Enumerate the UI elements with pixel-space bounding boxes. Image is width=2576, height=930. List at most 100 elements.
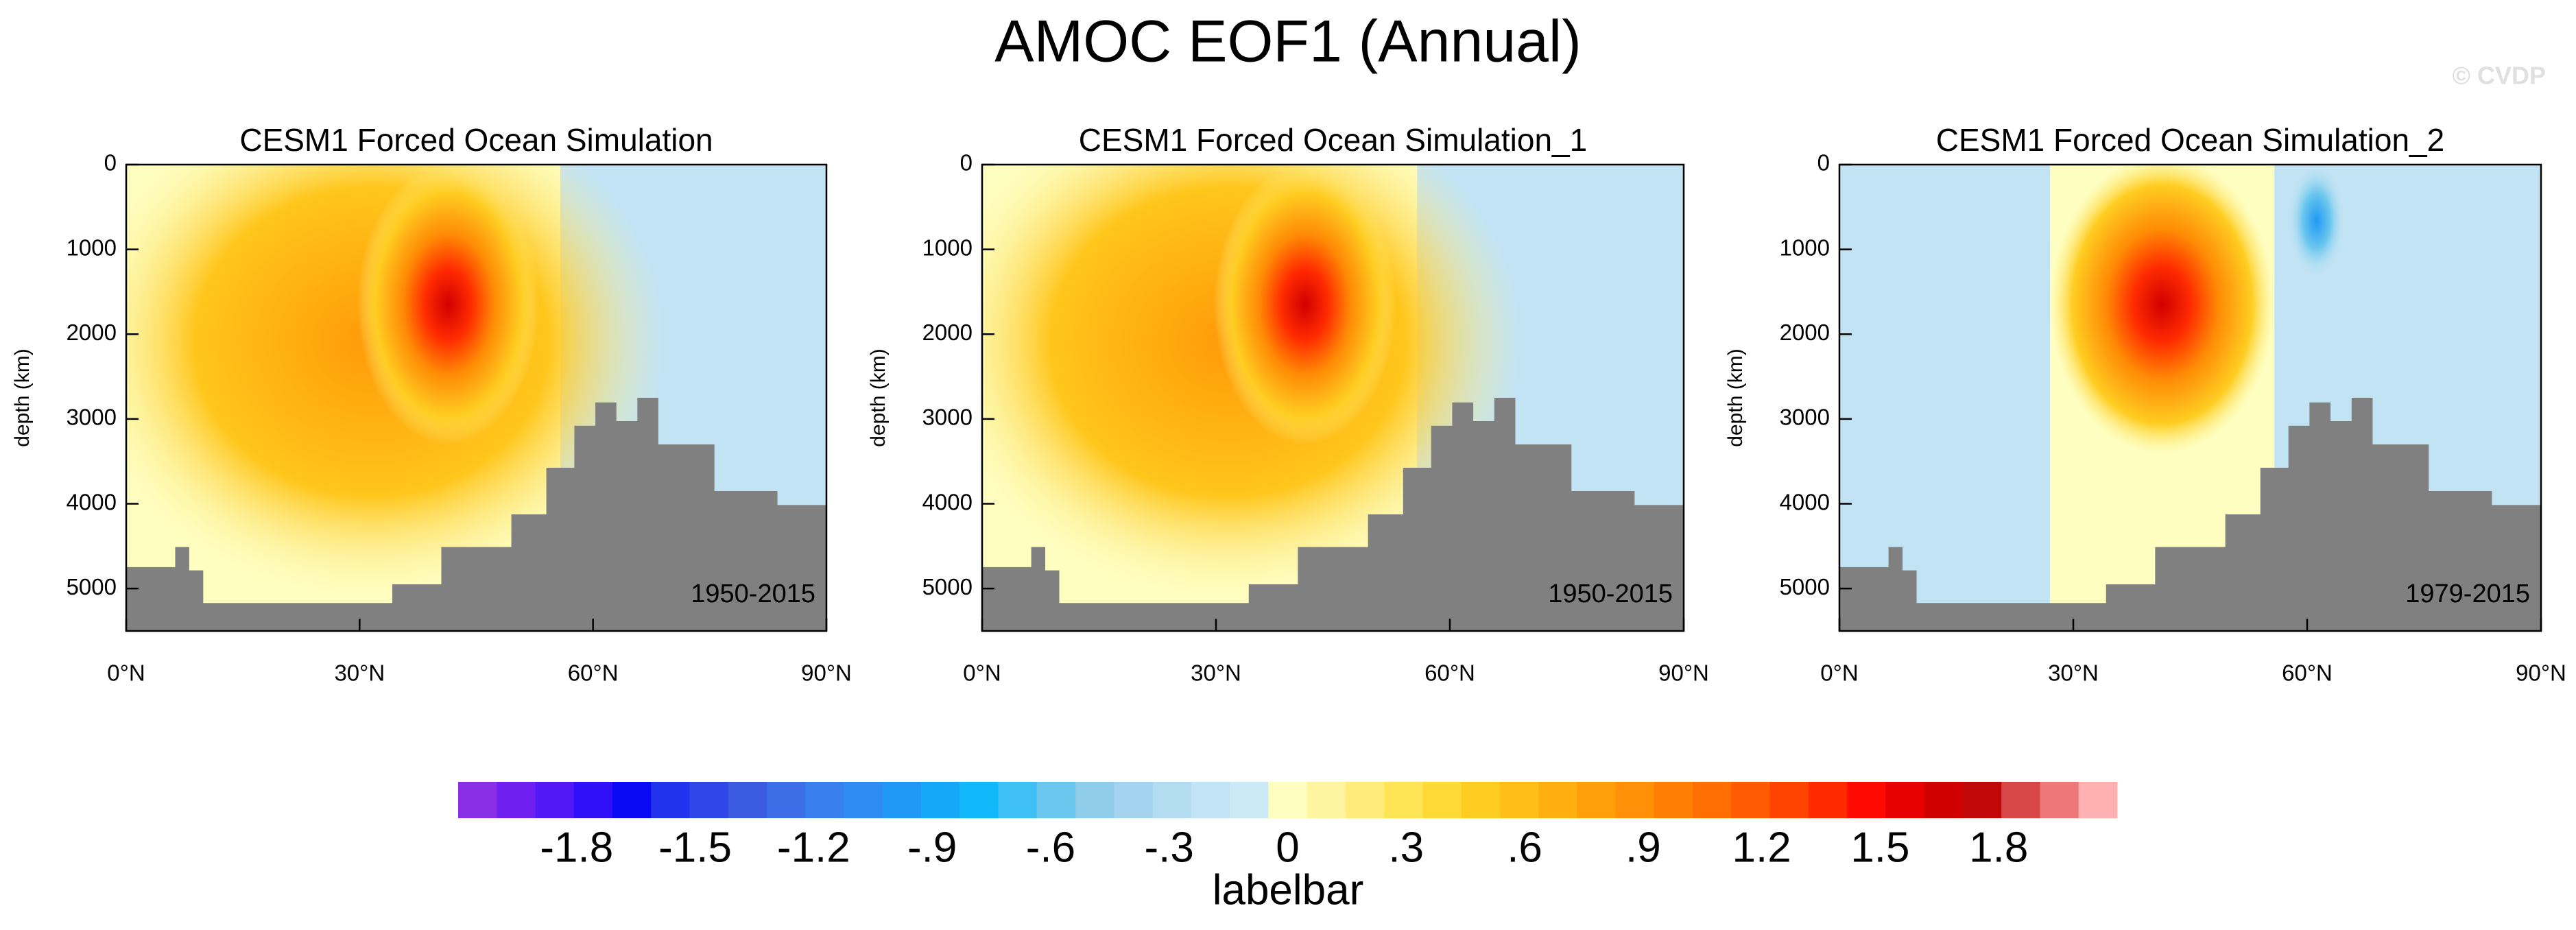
x-tick-label: 0°N xyxy=(963,660,1001,686)
color-box xyxy=(651,782,691,818)
labelbar-label: -.9 xyxy=(907,824,957,871)
color-box xyxy=(728,782,767,818)
y-tick-label: 0 xyxy=(960,150,973,176)
color-box xyxy=(1962,782,2002,818)
color-box xyxy=(959,782,999,818)
labelbar-label: 1.8 xyxy=(1969,824,2028,871)
color-box xyxy=(1654,782,1693,818)
y-tick-label: 2000 xyxy=(922,320,973,345)
positive-core xyxy=(357,165,540,444)
contour-field xyxy=(1839,165,2541,631)
y-tick-label: 0 xyxy=(1817,150,1830,176)
color-box xyxy=(1769,782,1809,818)
color-box xyxy=(1461,782,1501,818)
negative-core xyxy=(2288,165,2345,277)
x-tick-label: 60°N xyxy=(568,660,619,686)
y-axis-label: depth (km) xyxy=(11,348,34,446)
labelbar-label: -.6 xyxy=(1026,824,1075,871)
y-tick-label: 5000 xyxy=(922,574,973,599)
bathymetry xyxy=(126,398,826,631)
x-tick-label: 60°N xyxy=(1424,660,1475,686)
contour-field xyxy=(126,165,826,631)
positive-core xyxy=(1213,165,1396,444)
x-tick-label: 30°N xyxy=(2048,660,2099,686)
bathymetry xyxy=(982,398,1684,631)
labelbar-label: 0 xyxy=(1276,824,1299,871)
panel-annotation: 1950-2015 xyxy=(1548,580,1673,608)
plot-frame xyxy=(981,163,1685,632)
labelbar-label: 1.5 xyxy=(1850,824,1909,871)
color-box xyxy=(2001,782,2040,818)
color-box xyxy=(458,782,497,818)
color-box xyxy=(1036,782,1076,818)
color-box xyxy=(1615,782,1655,818)
panel-title: CESM1 Forced Ocean Simulation xyxy=(239,122,713,158)
y-tick-label: 4000 xyxy=(1780,489,1830,514)
color-box xyxy=(1693,782,1732,818)
y-tick-label: 1000 xyxy=(67,235,117,260)
color-box xyxy=(1731,782,1771,818)
y-tick-label: 2000 xyxy=(67,320,117,345)
color-box xyxy=(1345,782,1385,818)
x-tick-label: 90°N xyxy=(2516,660,2566,686)
contour-field xyxy=(982,165,1684,631)
color-box xyxy=(497,782,536,818)
color-box xyxy=(612,782,652,818)
watermark: © CVDP xyxy=(2452,62,2546,90)
labelbar-label: 1.2 xyxy=(1732,824,1791,871)
panel-annotation: 1950-2015 xyxy=(691,580,815,608)
y-tick-label: 1000 xyxy=(922,235,973,260)
color-box xyxy=(1152,782,1192,818)
panel-title: CESM1 Forced Ocean Simulation_1 xyxy=(1079,122,1587,158)
color-box xyxy=(1499,782,1539,818)
x-tick-label: 60°N xyxy=(2282,660,2333,686)
color-box xyxy=(1075,782,1114,818)
labelbar-label: -1.2 xyxy=(777,824,850,871)
y-tick-label: 1000 xyxy=(1780,235,1830,260)
color-box xyxy=(1268,782,1308,818)
figure-title: AMOC EOF1 (Annual) xyxy=(994,9,1581,75)
y-tick-label: 4000 xyxy=(67,489,117,514)
color-box xyxy=(2078,782,2118,818)
color-box xyxy=(998,782,1038,818)
color-box xyxy=(1885,782,1925,818)
color-box xyxy=(1538,782,1577,818)
labelbar-label: .6 xyxy=(1507,824,1542,871)
panel-title: CESM1 Forced Ocean Simulation_2 xyxy=(1936,122,2444,158)
y-tick-label: 3000 xyxy=(67,405,117,430)
color-box xyxy=(1422,782,1462,818)
color-box xyxy=(1191,782,1230,818)
color-box xyxy=(535,782,575,818)
labelbar-label: .3 xyxy=(1388,824,1424,871)
y-tick-label: 4000 xyxy=(922,489,973,514)
x-tick-label: 90°N xyxy=(801,660,852,686)
color-box xyxy=(882,782,922,818)
color-box xyxy=(1924,782,1964,818)
labelbar-label: -.3 xyxy=(1145,824,1194,871)
y-tick-label: 5000 xyxy=(67,574,117,599)
color-box xyxy=(1307,782,1346,818)
y-tick-label: 5000 xyxy=(1780,574,1830,599)
positive-core xyxy=(2049,165,2275,454)
color-box xyxy=(1230,782,1269,818)
color-box xyxy=(573,782,613,818)
labelbar-label: -1.8 xyxy=(540,824,613,871)
labelbar-label: .9 xyxy=(1625,824,1661,871)
y-tick-label: 2000 xyxy=(1780,320,1830,345)
plot-frame xyxy=(125,163,828,632)
x-tick-label: 0°N xyxy=(107,660,145,686)
x-tick-label: 0°N xyxy=(1820,660,1858,686)
y-axis-label: depth (km) xyxy=(1724,348,1747,446)
color-box xyxy=(1847,782,1886,818)
color-box xyxy=(1114,782,1154,818)
color-box xyxy=(2040,782,2079,818)
y-axis-label: depth (km) xyxy=(867,348,890,446)
color-box xyxy=(805,782,845,818)
plot-frame xyxy=(1838,163,2542,632)
x-tick-label: 30°N xyxy=(334,660,385,686)
bathymetry xyxy=(1839,398,2541,631)
color-box xyxy=(1384,782,1423,818)
color-box xyxy=(1577,782,1617,818)
negative-region xyxy=(1839,165,2050,631)
